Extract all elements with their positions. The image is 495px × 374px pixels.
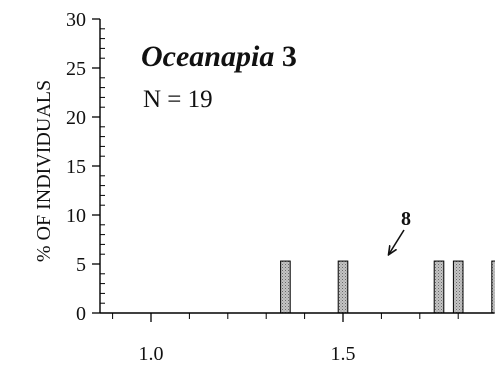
x-tick-label: 1.5 [331,343,356,365]
chart-title: Oceanapia 3 [141,40,297,73]
chart-title-number: 3 [274,40,297,73]
chart-title-genus: Oceanapia [141,40,274,73]
y-tick-label: 15 [66,156,86,178]
x-tick-label: 1.0 [139,343,164,365]
y-tick-label: 30 [66,9,86,31]
annotation-label: 8 [401,208,411,230]
bars-layer [280,260,495,314]
y-tick-label: 0 [76,303,86,325]
histogram-bar [337,260,349,314]
histogram-bar [452,260,464,314]
y-axis-label: % OF INDIVIDUALS [33,80,55,262]
histogram-bar [433,260,445,314]
sample-size-label: N = 19 [143,86,213,113]
histogram-bar [491,260,495,314]
y-tick-label: 25 [66,58,86,80]
histogram-bar [280,260,291,314]
y-tick-label: 10 [66,205,86,227]
y-tick-label: 20 [66,107,86,129]
annotation-arrow [389,229,405,254]
y-tick-label: 5 [76,254,86,276]
